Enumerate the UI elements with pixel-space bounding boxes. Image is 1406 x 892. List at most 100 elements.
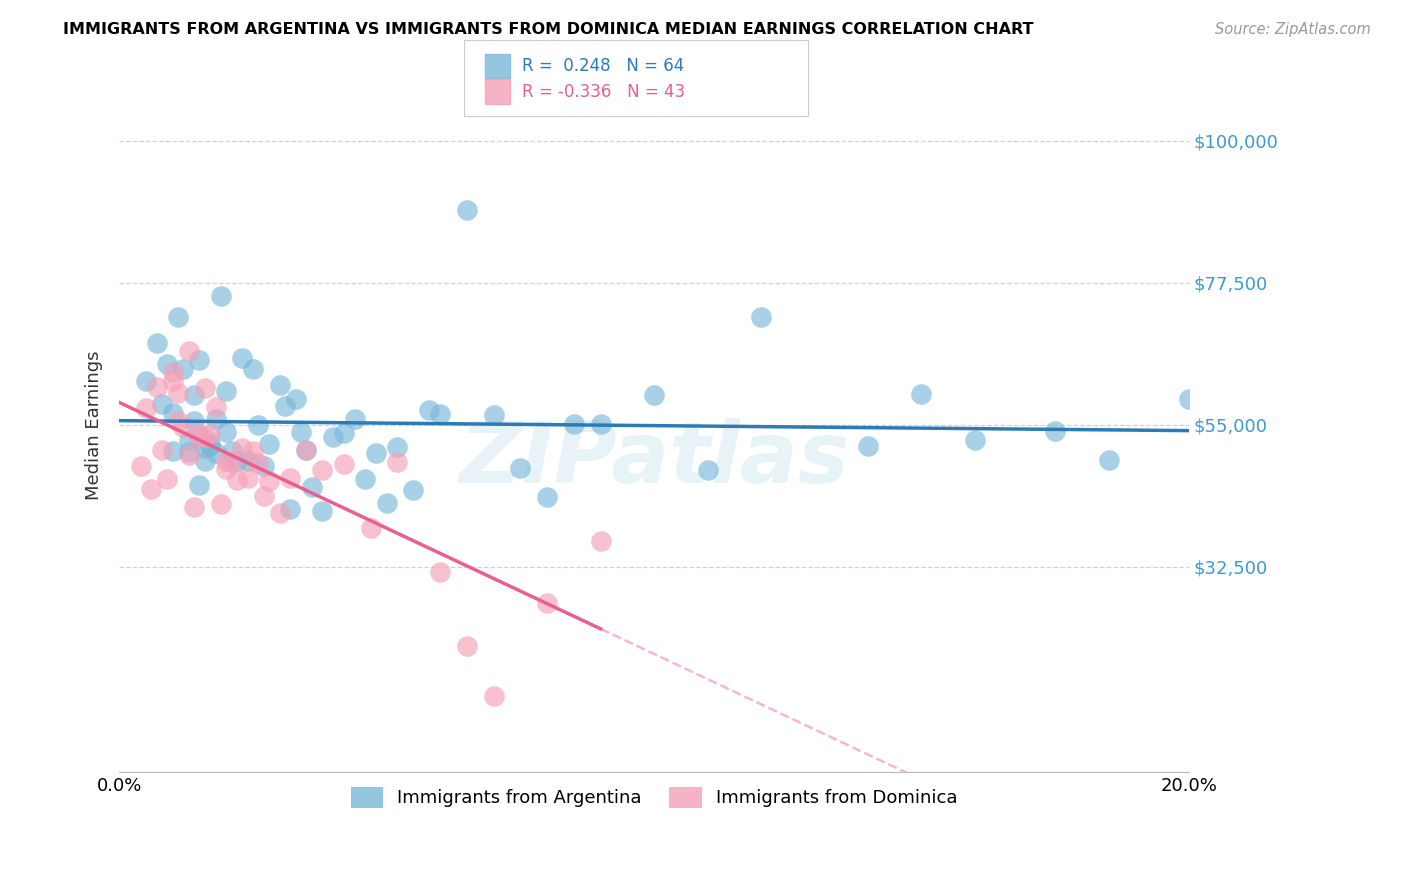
Point <box>226 474 249 488</box>
Point <box>231 442 253 456</box>
Point <box>177 445 200 459</box>
Point <box>129 458 152 473</box>
Point <box>274 399 297 413</box>
Point <box>387 454 409 468</box>
Point <box>226 454 249 468</box>
Text: R = -0.336   N = 43: R = -0.336 N = 43 <box>522 83 685 101</box>
Point <box>311 463 333 477</box>
Point <box>172 420 194 434</box>
Point <box>188 478 211 492</box>
Point <box>145 335 167 350</box>
Point <box>242 361 264 376</box>
Text: Source: ZipAtlas.com: Source: ZipAtlas.com <box>1215 22 1371 37</box>
Point <box>354 472 377 486</box>
Point <box>696 463 718 477</box>
Point <box>257 474 280 488</box>
Point <box>429 407 451 421</box>
Point <box>343 412 366 426</box>
Point <box>253 458 276 473</box>
Point <box>172 362 194 376</box>
Point <box>215 453 238 467</box>
Point <box>188 427 211 442</box>
Point <box>183 388 205 402</box>
Point <box>231 351 253 365</box>
Point <box>482 408 505 422</box>
Point <box>333 425 356 440</box>
Point <box>177 433 200 447</box>
Point <box>364 446 387 460</box>
Point <box>856 439 879 453</box>
Point <box>162 374 184 388</box>
Point <box>643 388 665 402</box>
Point <box>295 442 318 457</box>
Point <box>162 406 184 420</box>
Point <box>236 454 259 468</box>
Point <box>402 483 425 497</box>
Point <box>360 521 382 535</box>
Point <box>290 425 312 439</box>
Point <box>215 384 238 398</box>
Point <box>198 426 221 441</box>
Point <box>177 344 200 359</box>
Point <box>135 374 157 388</box>
Point <box>280 471 302 485</box>
Point <box>589 533 612 548</box>
Point <box>269 506 291 520</box>
Point <box>145 379 167 393</box>
Point <box>167 414 190 428</box>
Point <box>177 448 200 462</box>
Point <box>221 455 243 469</box>
Point <box>562 417 585 432</box>
Point <box>162 365 184 379</box>
Point <box>1097 452 1119 467</box>
Point <box>215 462 238 476</box>
Point <box>269 378 291 392</box>
Point <box>536 596 558 610</box>
Legend: Immigrants from Argentina, Immigrants from Dominica: Immigrants from Argentina, Immigrants fr… <box>343 780 965 815</box>
Point <box>295 442 318 457</box>
Point <box>215 425 238 439</box>
Point <box>456 202 478 217</box>
Point <box>194 454 217 468</box>
Point <box>284 392 307 406</box>
Text: ZIPatlas: ZIPatlas <box>458 418 849 501</box>
Point <box>311 504 333 518</box>
Point <box>141 483 163 497</box>
Point <box>333 457 356 471</box>
Point <box>188 353 211 368</box>
Point <box>456 639 478 653</box>
Point <box>387 441 409 455</box>
Point <box>247 417 270 432</box>
Point <box>257 436 280 450</box>
Point <box>204 400 226 414</box>
Point <box>247 457 270 471</box>
Point <box>135 401 157 416</box>
Point <box>156 472 179 486</box>
Point <box>204 412 226 426</box>
Point <box>183 413 205 427</box>
Point <box>156 357 179 371</box>
Point <box>749 310 772 325</box>
Point <box>167 310 190 325</box>
Point <box>198 439 221 453</box>
Y-axis label: Median Earnings: Median Earnings <box>86 350 103 500</box>
Point <box>418 403 440 417</box>
Point <box>482 690 505 704</box>
Point <box>963 433 986 447</box>
Text: IMMIGRANTS FROM ARGENTINA VS IMMIGRANTS FROM DOMINICA MEDIAN EARNINGS CORRELATIO: IMMIGRANTS FROM ARGENTINA VS IMMIGRANTS … <box>63 22 1033 37</box>
Point <box>188 430 211 444</box>
Point <box>253 489 276 503</box>
Point <box>194 381 217 395</box>
Point <box>509 461 531 475</box>
Point <box>204 446 226 460</box>
Point <box>429 565 451 579</box>
Point <box>183 500 205 514</box>
Point <box>536 490 558 504</box>
Point <box>194 430 217 444</box>
Point <box>194 441 217 455</box>
Point <box>221 443 243 458</box>
Point <box>242 444 264 458</box>
Point <box>209 497 232 511</box>
Point <box>280 501 302 516</box>
Point <box>589 417 612 431</box>
